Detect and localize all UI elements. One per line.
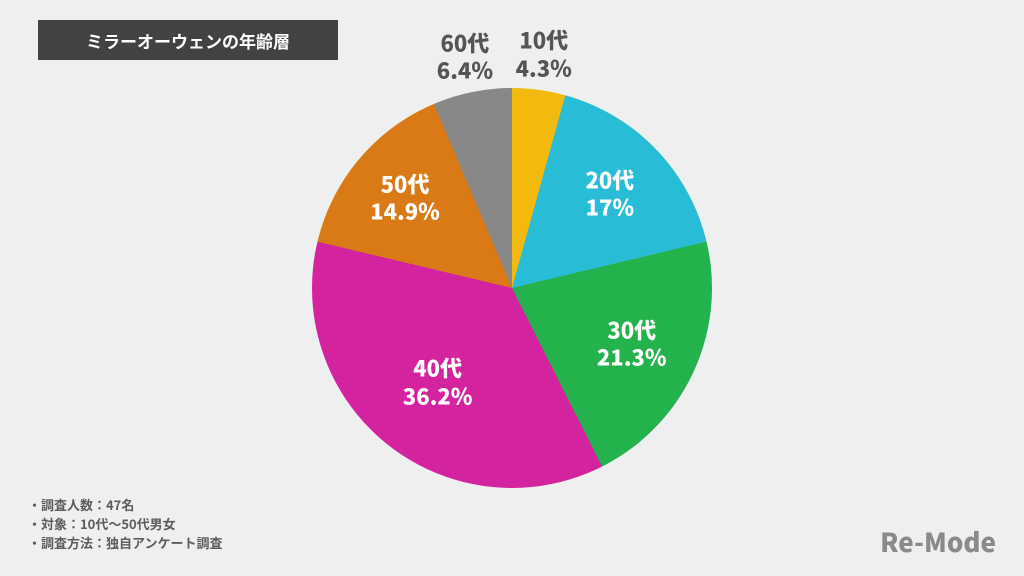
slice-label: 50代14.9% (370, 170, 440, 225)
slice-label: 60代6.4% (437, 29, 493, 84)
slice-name: 10代 (516, 27, 572, 55)
slice-label: 10代4.3% (516, 27, 572, 82)
footer-note-line: ・調査人数：47名 (28, 495, 222, 514)
slice-pct: 4.3% (516, 54, 572, 82)
slice-label: 40代36.2% (403, 355, 473, 410)
slice-pct: 6.4% (437, 57, 493, 85)
chart-area: 10代4.3%20代17%30代21.3%40代36.2%50代14.9%60代… (0, 70, 1024, 506)
slice-label: 30代21.3% (597, 316, 667, 371)
slice-name: 40代 (403, 355, 473, 383)
slice-name: 50代 (370, 170, 440, 198)
slice-pct: 17% (585, 194, 634, 222)
brand-logo: Re-Mode (880, 523, 996, 560)
title-text: ミラーオーウェンの年齢層 (86, 28, 290, 53)
title-bar: ミラーオーウェンの年齢層 (38, 20, 338, 60)
footer-note-line: ・対象：10代～50代男女 (28, 514, 222, 533)
slice-pct: 36.2% (403, 382, 473, 410)
slice-pct: 14.9% (370, 198, 440, 226)
footer-notes: ・調査人数：47名・対象：10代～50代男女・調査方法：独自アンケート調査 (28, 495, 222, 552)
slice-name: 60代 (437, 29, 493, 57)
slice-name: 20代 (585, 166, 634, 194)
footer-note-line: ・調査方法：独自アンケート調査 (28, 533, 222, 552)
slice-label: 20代17% (585, 166, 634, 221)
slice-name: 30代 (597, 316, 667, 344)
stage: ミラーオーウェンの年齢層 10代4.3% 20代17% 30代21.3% 40代36.… (0, 0, 1024, 576)
slice-pct: 21.3% (597, 344, 667, 372)
pie-chart: 10代4.3%20代17%30代21.3%40代36.2%50代14.9%60代… (312, 88, 712, 488)
